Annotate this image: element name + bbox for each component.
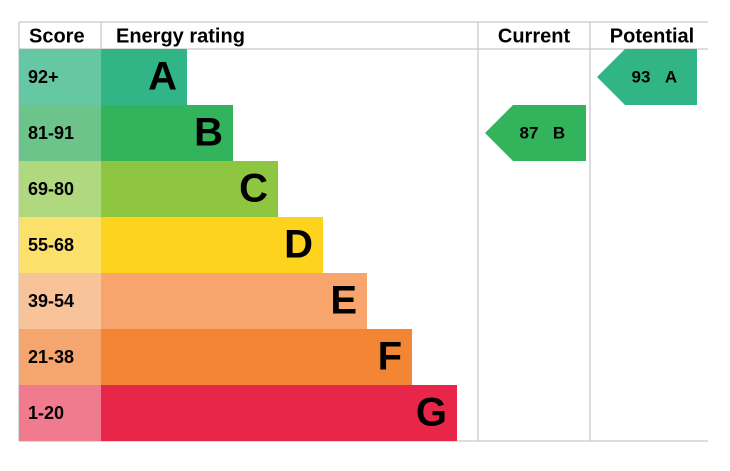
score-cell bbox=[19, 385, 101, 441]
score-range: 1-20 bbox=[28, 403, 64, 423]
rating-letter: B bbox=[194, 111, 223, 155]
score-range: 92+ bbox=[28, 67, 59, 87]
current-score: 87 bbox=[520, 123, 539, 142]
score-cell bbox=[19, 161, 101, 217]
rating-bar bbox=[101, 273, 367, 329]
score-cell bbox=[19, 329, 101, 385]
rating-letter: C bbox=[239, 167, 268, 211]
header-potential: Potential bbox=[610, 25, 694, 47]
current-rating: B bbox=[553, 123, 565, 142]
score-range: 81-91 bbox=[28, 123, 74, 143]
rating-bar bbox=[101, 105, 233, 161]
rating-letter: D bbox=[284, 223, 313, 267]
rating-bar bbox=[101, 49, 187, 105]
potential-arrow bbox=[597, 49, 697, 105]
header-score: Score bbox=[29, 25, 85, 47]
header-current: Current bbox=[498, 25, 571, 47]
score-cell bbox=[19, 217, 101, 273]
score-range: 21-38 bbox=[28, 347, 74, 367]
potential-rating: A bbox=[665, 67, 677, 86]
rating-bar bbox=[101, 385, 457, 441]
score-cell bbox=[19, 49, 101, 105]
score-range: 69-80 bbox=[28, 179, 74, 199]
score-range: 55-68 bbox=[28, 235, 74, 255]
rating-letter: A bbox=[148, 55, 177, 99]
rating-letter: E bbox=[330, 279, 357, 323]
score-cell bbox=[19, 273, 101, 329]
rating-letter: F bbox=[378, 335, 402, 379]
score-range: 39-54 bbox=[28, 291, 74, 311]
rating-bar bbox=[101, 217, 323, 273]
current-arrow bbox=[485, 105, 586, 161]
rating-bar bbox=[101, 161, 278, 217]
potential-score: 93 bbox=[632, 67, 651, 86]
score-cell bbox=[19, 105, 101, 161]
header-rating: Energy rating bbox=[116, 25, 245, 47]
rating-letter: G bbox=[416, 391, 447, 435]
rating-bar bbox=[101, 329, 412, 385]
